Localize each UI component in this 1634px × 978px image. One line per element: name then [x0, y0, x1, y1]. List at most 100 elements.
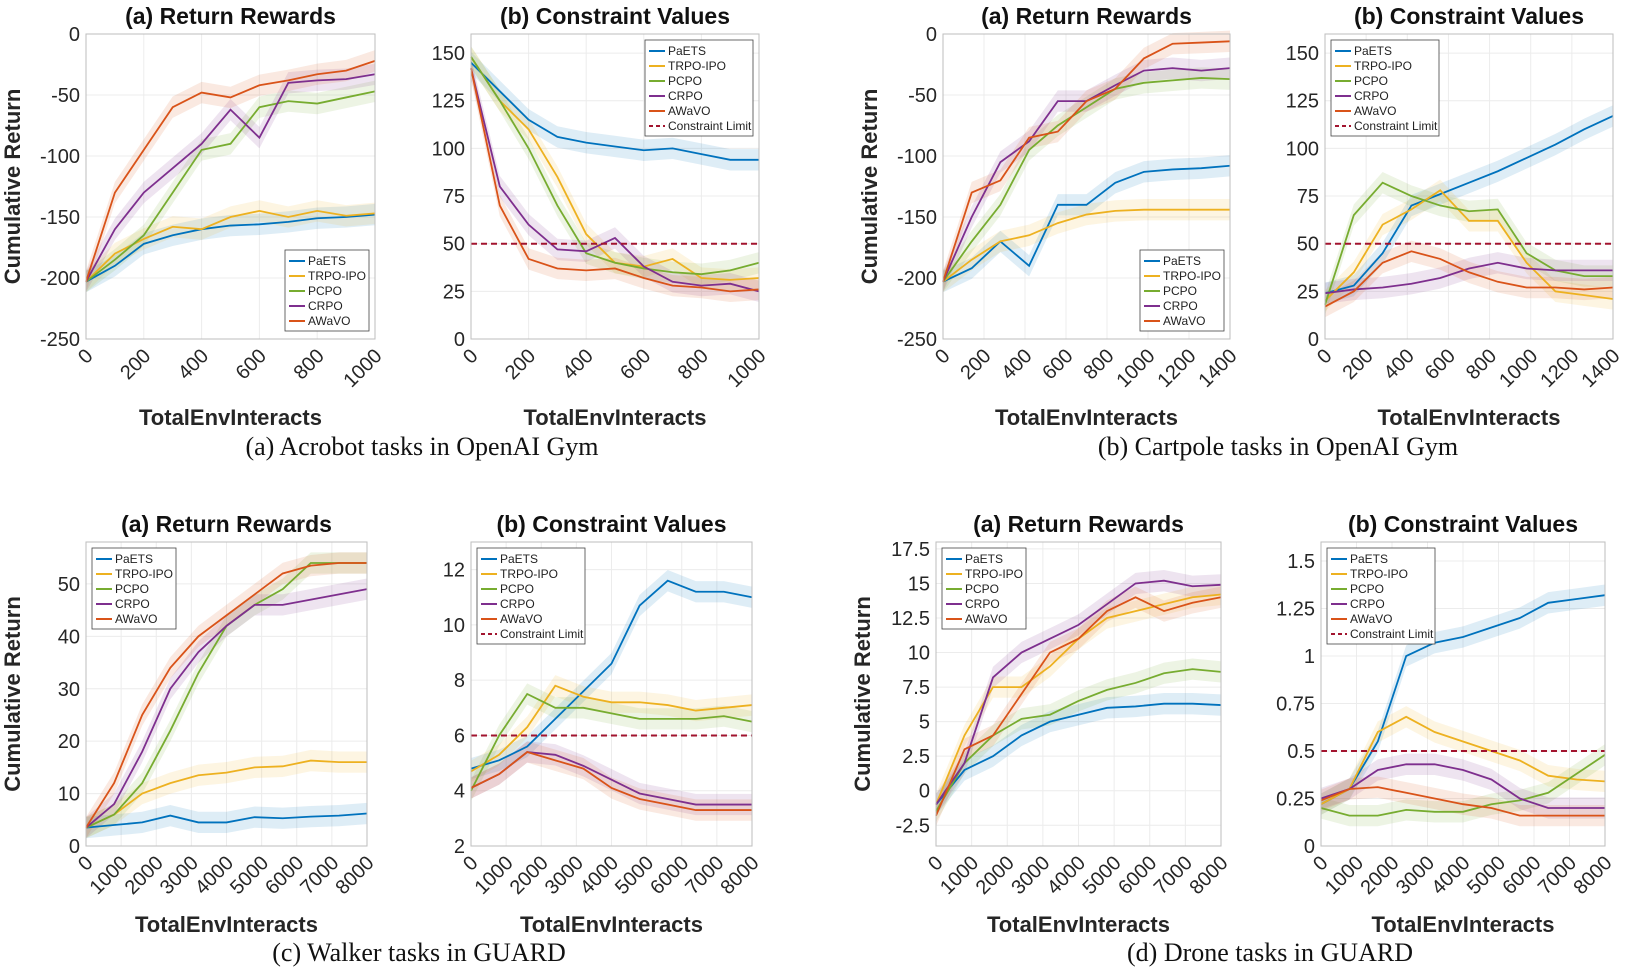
y-tick-label: 7.5 [902, 677, 930, 699]
y-tick-label: 0 [454, 329, 465, 351]
x-tick-label: 7000 [1534, 852, 1581, 899]
x-tick-label: 600 [1421, 345, 1460, 384]
plot-border [1320, 541, 1606, 847]
subplot-title: (a) Return Rewards [981, 3, 1192, 29]
x-tick-label: 7000 [296, 852, 343, 899]
x-tick-label: 4000 [1043, 852, 1090, 899]
series-line-awavo [470, 751, 752, 811]
y-tick-label: 0 [919, 781, 930, 803]
y-tick-label: -100 [40, 146, 80, 168]
series-band-paets [471, 51, 759, 171]
y-tick-label: 0 [1308, 329, 1319, 351]
x-tick-label: 8000 [1186, 852, 1233, 899]
legend-label: TRPO-IPO [1350, 567, 1408, 581]
plot-border [85, 33, 376, 340]
plot-border [935, 541, 1222, 847]
x-tick-label: 400 [559, 345, 598, 384]
y-tick-label: 12.5 [891, 608, 930, 630]
plot-border [470, 33, 760, 340]
x-tick-label: 3000 [541, 852, 588, 899]
x-tick-label: 4000 [576, 852, 623, 899]
x-tick-label: 800 [674, 345, 713, 384]
y-tick-label: 0 [926, 24, 937, 46]
series-band-crpo [936, 570, 1221, 816]
legend-label: AWaVO [1350, 612, 1392, 626]
legend-label: PCPO [308, 284, 342, 298]
subplot-title: (b) Constraint Values [496, 511, 726, 537]
series-band-paets [936, 693, 1221, 816]
x-tick-label: 1000 [86, 852, 133, 899]
series-line-crpo [1324, 261, 1613, 295]
series-band-crpo [471, 741, 752, 816]
series-line-trpo-ipo [942, 208, 1230, 283]
subplot-title: (b) Constraint Values [500, 3, 730, 29]
x-tick-label: 200 [956, 345, 995, 384]
x-tick-label: 1200 [1536, 345, 1583, 392]
x-tick-label: 2000 [121, 852, 168, 899]
y-tick-label: 30 [58, 679, 80, 701]
legend-label: TRPO-IPO [500, 567, 558, 581]
series-line-pcpo [470, 692, 753, 792]
x-tick-label: 1200 [1154, 345, 1201, 392]
series-line-paets [942, 164, 1231, 283]
legend-label: CRPO [1163, 299, 1198, 313]
series-band-paets [471, 570, 752, 780]
y-tick-label: 15 [908, 573, 930, 595]
y-tick-label: 100 [1286, 138, 1319, 160]
legend-label: PCPO [115, 582, 149, 596]
legend-label: AWaVO [308, 314, 350, 328]
x-tick-label: 400 [174, 345, 213, 384]
series-line-paets [1320, 594, 1606, 805]
plot-border [85, 541, 368, 847]
x-tick-label: 600 [616, 345, 655, 384]
legend-label: Constraint Limit [1354, 119, 1438, 133]
x-tick-label: 1000 [340, 345, 387, 392]
series-line-crpo [85, 588, 368, 829]
legend-label: AWaVO [965, 612, 1007, 626]
y-tick-label: 8 [454, 670, 465, 692]
series-line-pcpo [1324, 181, 1613, 305]
series-line-crpo [1320, 763, 1605, 809]
series-line-awavo [1320, 786, 1605, 817]
series-line-pcpo [85, 90, 376, 283]
subplot: 010002000300040005000600070008000-2.502.… [850, 511, 1233, 937]
legend-label: Constraint Limit [668, 119, 752, 133]
legend-label: PaETS [115, 552, 153, 566]
y-tick-label: 0.25 [1276, 789, 1315, 811]
y-tick-label: 25 [443, 281, 465, 303]
series-band-trpo-ipo [1321, 706, 1605, 815]
legend-label: CRPO [1354, 89, 1389, 103]
x-tick-label: 600 [1038, 345, 1077, 384]
x-tick-label: 5000 [1463, 852, 1510, 899]
y-tick-label: 4 [454, 781, 465, 803]
y-tick-label: 75 [443, 186, 465, 208]
series-line-awavo [85, 59, 376, 282]
y-tick-label: 40 [58, 626, 80, 648]
legend-label: CRPO [1350, 597, 1385, 611]
subplot: 0 200 400 600 800 1000-250-200-150-100-500(a)… [0, 3, 387, 430]
x-tick-label: 1000 [1495, 345, 1542, 392]
y-tick-label: 12 [443, 560, 465, 582]
x-tick-label: 800 [1079, 345, 1118, 384]
x-tick-label: 8000 [332, 852, 379, 899]
x-tick-label: 400 [997, 345, 1036, 384]
series-band-trpo-ipo [1325, 179, 1613, 312]
series-line-crpo [470, 68, 760, 293]
series-line-pcpo [1320, 754, 1606, 817]
subplot-title: (a) Return Rewards [973, 511, 1184, 537]
y-axis-label: Cumulative Return [0, 596, 25, 792]
y-tick-label: 150 [1286, 43, 1319, 65]
series-band-pcpo [471, 683, 752, 802]
y-tick-label: -100 [897, 146, 937, 168]
legend-label: AWaVO [1163, 314, 1205, 328]
x-tick-label: 5000 [611, 852, 658, 899]
subplot-title: (b) Constraint Values [1348, 511, 1578, 537]
subplot: 0 200 400 600 800100012001400025507510012515… [1286, 3, 1625, 430]
y-tick-label: 2.5 [902, 746, 930, 768]
plot-border [1324, 33, 1614, 340]
series-line-pcpo [470, 56, 760, 276]
series-band-paets [1325, 105, 1613, 304]
legend-label: CRPO [668, 89, 703, 103]
x-tick-label: 6000 [261, 852, 308, 899]
x-axis-label: TotalEnvInteracts [987, 912, 1170, 937]
